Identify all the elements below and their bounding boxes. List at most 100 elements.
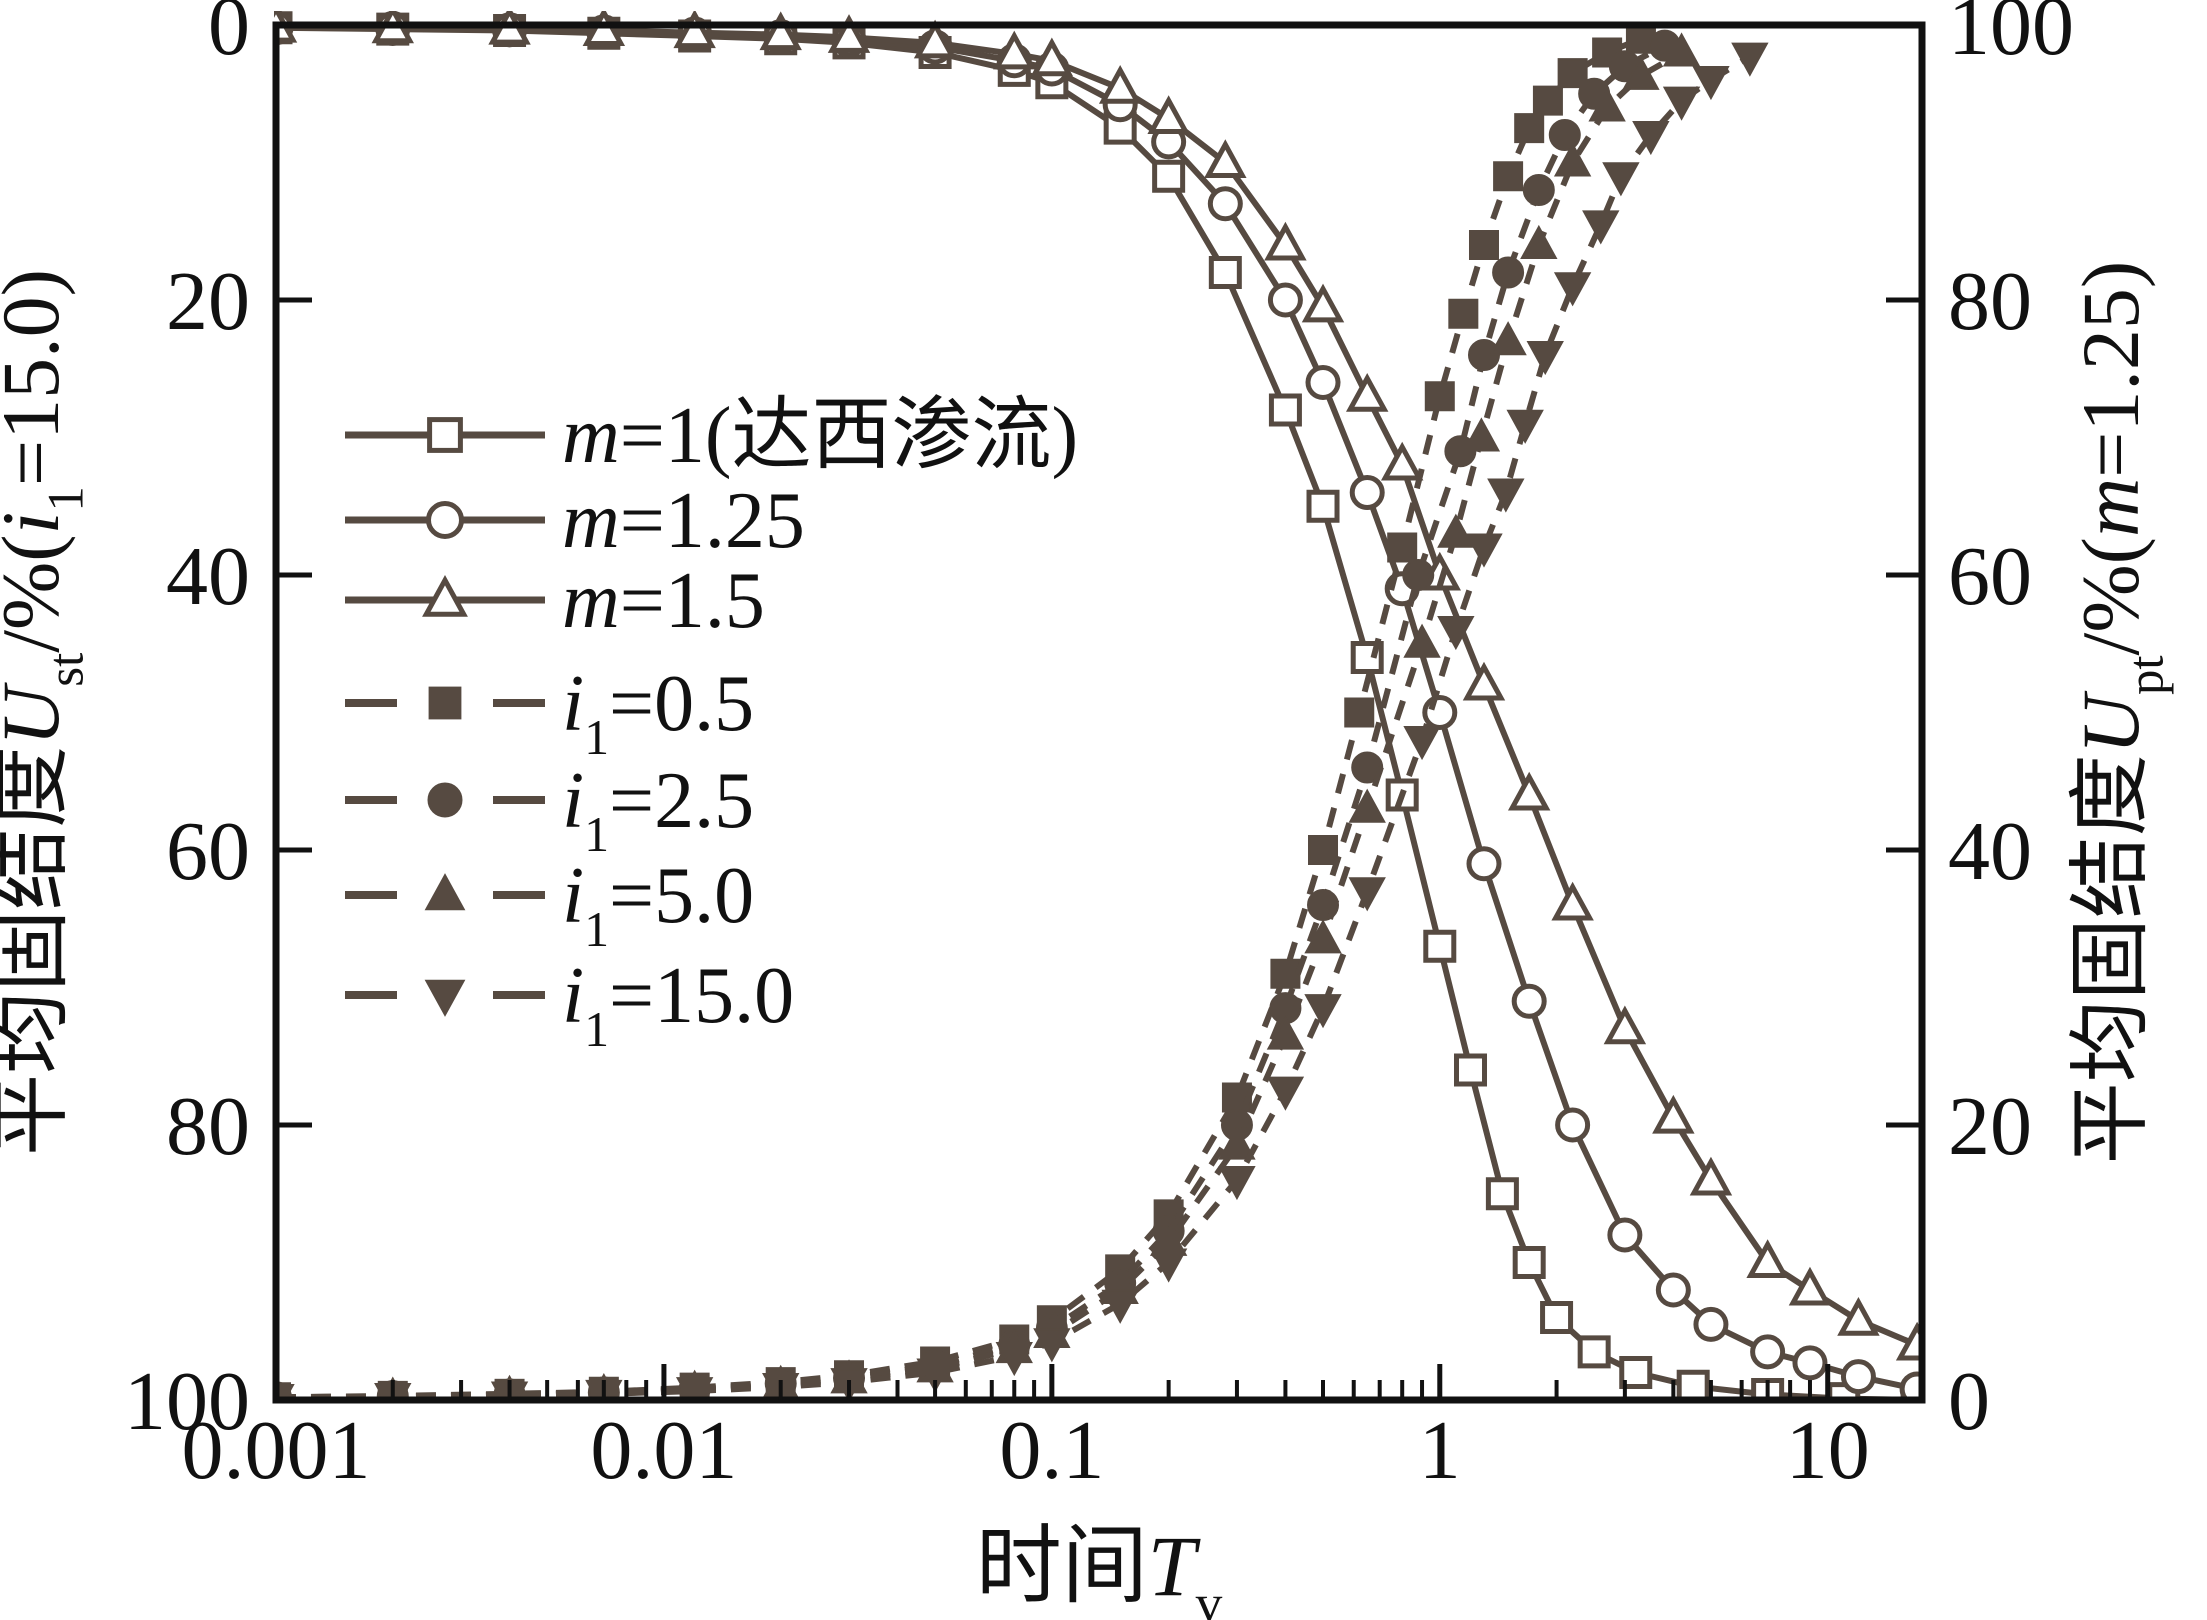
left-y-axis: 0 20 40 60 80 100 平均固结度Ust/%(i1=15.0) (0, 0, 312, 1448)
square-open-marker (427, 417, 463, 453)
triangle-up-open-marker (1837, 1297, 1880, 1336)
triangle-down-filled-marker (1101, 1289, 1139, 1324)
square-open-marker (1676, 1369, 1710, 1400)
circle-open-marker (426, 501, 464, 539)
triangle-up-open-marker (1507, 771, 1551, 811)
square-filled-marker (1532, 85, 1563, 116)
triangle-up-open-marker (1345, 373, 1389, 412)
legend-entry-m1: m=1(达西渗流) (345, 392, 1078, 480)
legend-label-i50: i1=5.0 (562, 852, 754, 957)
square-filled-marker (1344, 697, 1375, 728)
x-tick-label: 0.001 (182, 1404, 371, 1497)
series-i150 (274, 42, 1769, 1400)
triangle-up-open-marker (993, 30, 1036, 70)
x-tick-label: 10 (1786, 1404, 1870, 1497)
circle-filled-marker (1492, 256, 1525, 289)
triangle-down-filled-marker (1582, 210, 1620, 245)
triangle-down-filled-marker (1218, 1166, 1256, 1201)
circle-open-marker (1693, 1306, 1729, 1342)
circle-filled-marker (1522, 174, 1555, 206)
triangle-up-filled-marker (424, 873, 466, 911)
left-y-tick-label: 0 (208, 0, 250, 73)
legend-label-i05: i1=0.5 (562, 660, 754, 765)
left-y-tick-label: 100 (124, 1355, 250, 1448)
triangle-down-filled-marker (1266, 1076, 1305, 1111)
triangle-up-open-marker (1895, 1321, 1924, 1361)
triangle-up-open-marker (1204, 139, 1247, 178)
left-y-tick-label: 40 (166, 530, 250, 623)
square-open-marker (1454, 1053, 1488, 1087)
right-y-tick-label: 20 (1948, 1080, 2032, 1173)
triangle-up-open-marker (1147, 95, 1190, 134)
circle-open-marker (1792, 1345, 1828, 1381)
plot-series (274, 11, 1924, 1400)
triangle-down-filled-marker (1526, 341, 1564, 376)
square-filled-marker (1308, 835, 1339, 865)
right-y-axis: 0 20 40 60 80 100 平均固结度Upt/%(m=1.25) (1886, 0, 2174, 1448)
legend-entry-m15: m=1.5 (345, 557, 765, 645)
circle-open-marker (1750, 1334, 1786, 1370)
legend-label-i25: i1=2.5 (562, 757, 754, 862)
triangle-down-filled-marker (995, 1342, 1033, 1377)
triangle-down-filled-marker (1602, 162, 1640, 197)
triangle-up-filled-marker (1348, 788, 1386, 823)
triangle-up-filled-marker (1266, 1015, 1305, 1050)
triangle-down-filled-marker (916, 1358, 954, 1393)
triangle-up-open-marker (673, 11, 716, 49)
triangle-down-filled-marker (1731, 42, 1769, 77)
series-m15-curve (275, 24, 1919, 1348)
triangle-up-open-marker (1746, 1239, 1789, 1278)
triangle-up-open-marker (1689, 1156, 1733, 1196)
square-filled-marker (1424, 381, 1455, 412)
triangle-up-filled-marker (1622, 55, 1660, 90)
triangle-up-open-marker (913, 19, 957, 59)
legend-entry-i50: i1=5.0 (345, 852, 754, 957)
triangle-down-filled-marker (1348, 877, 1386, 912)
circle-open-marker (1511, 983, 1547, 1019)
square-open-marker (1512, 1246, 1546, 1279)
triangle-up-filled-marker (1520, 224, 1558, 259)
left-y-tick-label: 60 (166, 805, 250, 898)
legend-label-m125: m=1.25 (562, 477, 805, 565)
circle-open-marker (1607, 1217, 1643, 1253)
square-open-marker (1577, 1335, 1611, 1369)
triangle-up-open-marker (1030, 37, 1074, 77)
square-open-marker (1208, 256, 1242, 289)
triangle-up-filled-marker (1489, 321, 1527, 356)
triangle-down-filled-marker (1692, 66, 1730, 101)
left-y-tick-label: 20 (166, 255, 250, 348)
circle-open-marker (1466, 846, 1502, 882)
triangle-down-filled-marker (1304, 994, 1342, 1029)
triangle-up-filled-marker (1437, 513, 1475, 548)
square-filled-marker (1514, 113, 1545, 144)
legend-entry-i25: i1=2.5 (345, 757, 754, 862)
legend-entry-m125: m=1.25 (345, 477, 805, 565)
circle-filled-marker (1402, 559, 1435, 591)
circle-open-marker (1840, 1359, 1876, 1395)
triangle-up-open-marker (1603, 1005, 1647, 1045)
triangle-up-open-marker (1551, 881, 1594, 921)
circle-open-marker (1207, 186, 1243, 222)
triangle-down-filled-marker (1403, 726, 1441, 761)
series-m1 (274, 11, 1924, 1400)
legend-entry-i150: i1=15.0 (345, 952, 794, 1057)
triangle-up-filled-marker (1403, 623, 1441, 658)
square-filled-marker (1557, 58, 1588, 89)
x-tick-label: 0.01 (590, 1404, 737, 1497)
square-open-marker (1268, 393, 1302, 427)
x-tick-label: 1 (1419, 1404, 1461, 1497)
series-i25-curve (275, 42, 1667, 1400)
legend-label-m15: m=1.5 (562, 557, 765, 645)
triangle-down-filled-marker (1506, 409, 1544, 444)
square-filled-marker (1448, 298, 1479, 329)
series-i25 (274, 29, 1681, 1400)
triangle-up-filled-marker (1588, 87, 1626, 122)
square-filled-marker (1270, 958, 1301, 989)
triangle-up-filled-marker (1553, 142, 1592, 177)
right-y-tick-label: 40 (1948, 805, 2032, 898)
square-filled-marker (1468, 230, 1499, 260)
triangle-down-filled-marker (1437, 616, 1475, 651)
triangle-down-filled-marker (675, 1377, 714, 1400)
square-filled-marker (1493, 161, 1524, 192)
